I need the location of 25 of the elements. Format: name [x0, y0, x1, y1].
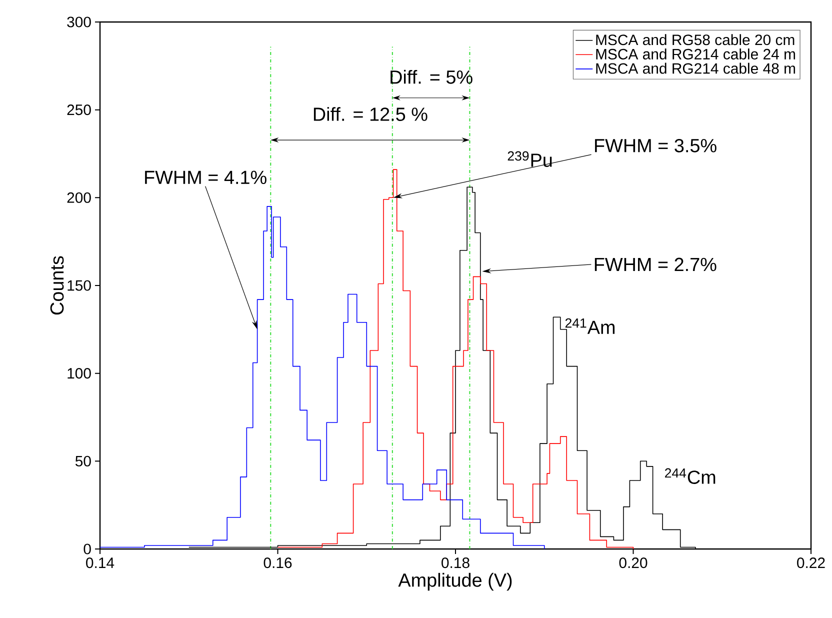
legend-label: MSCA and RG58 cable 20 cm: [596, 34, 794, 46]
annotation: $^{244}$Cm: [665, 468, 716, 484]
annotation: FWHM = 4.1%: [145, 170, 266, 184]
legend-label: MSCA and RG214 cable 48 m: [596, 62, 796, 74]
annotation: $^{239}$Pu: [508, 151, 552, 167]
annotation: Diff. = 5%: [390, 70, 472, 84]
y-tick-label: 100: [68, 368, 91, 379]
y-tick-label: 250: [67, 104, 91, 116]
y-tick-label: 200: [67, 192, 91, 203]
y-tick-label: 300: [67, 16, 91, 28]
x-axis-title: Amplitude (V): [398, 572, 512, 591]
annotation: FWHM = 3.5%: [595, 138, 716, 152]
y-axis-title: Counts: [50, 256, 64, 315]
x-tick-label: 0.16: [264, 558, 292, 568]
annotation: FWHM = 2.7%: [594, 258, 716, 272]
annotation: Diff. = 12.5 %: [314, 107, 428, 121]
x-tick-label: 0.22: [797, 558, 825, 568]
y-tick-label: 150: [68, 280, 91, 291]
annotation: $^{241}$Am: [565, 318, 615, 334]
y-tick-label: 50: [75, 456, 91, 466]
x-tick-label: 0.18: [442, 558, 470, 568]
x-tick-label: 0.14: [86, 558, 114, 568]
legend-label: MSCA and RG214 cable 24 m: [596, 48, 796, 60]
x-tick-label: 0.20: [619, 558, 648, 568]
y-tick-label: 0: [84, 544, 91, 554]
